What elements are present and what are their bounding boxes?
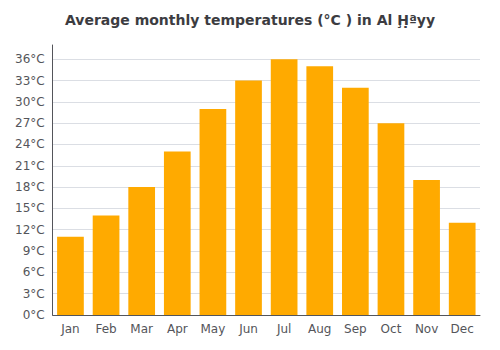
svg-text:Average monthly temperatures (: Average monthly temperatures (°C ) in Al… (65, 12, 435, 28)
svg-text:12°C: 12°C (15, 223, 45, 237)
svg-text:21°C: 21°C (15, 159, 45, 173)
svg-text:6°C: 6°C (23, 265, 45, 279)
svg-text:30°C: 30°C (15, 95, 45, 109)
svg-text:18°C: 18°C (15, 180, 45, 194)
svg-text:Nov: Nov (415, 322, 438, 336)
svg-text:24°C: 24°C (15, 137, 45, 151)
svg-text:Jul: Jul (276, 322, 291, 336)
svg-text:Jun: Jun (238, 322, 258, 336)
svg-text:Aug: Aug (308, 322, 331, 336)
svg-text:Feb: Feb (95, 322, 116, 336)
svg-text:27°C: 27°C (15, 116, 45, 130)
svg-text:Sep: Sep (344, 322, 367, 336)
svg-text:Mar: Mar (130, 322, 153, 336)
svg-text:0°C: 0°C (23, 308, 45, 322)
svg-text:3°C: 3°C (23, 287, 45, 301)
svg-text:Jan: Jan (60, 322, 80, 336)
svg-text:15°C: 15°C (15, 201, 45, 215)
svg-text:Oct: Oct (381, 322, 402, 336)
svg-text:9°C: 9°C (23, 244, 45, 258)
svg-text:Dec: Dec (451, 322, 474, 336)
svg-text:May: May (200, 322, 225, 336)
svg-text:33°C: 33°C (15, 74, 45, 88)
svg-text:Apr: Apr (167, 322, 188, 336)
svg-text:36°C: 36°C (15, 52, 45, 66)
